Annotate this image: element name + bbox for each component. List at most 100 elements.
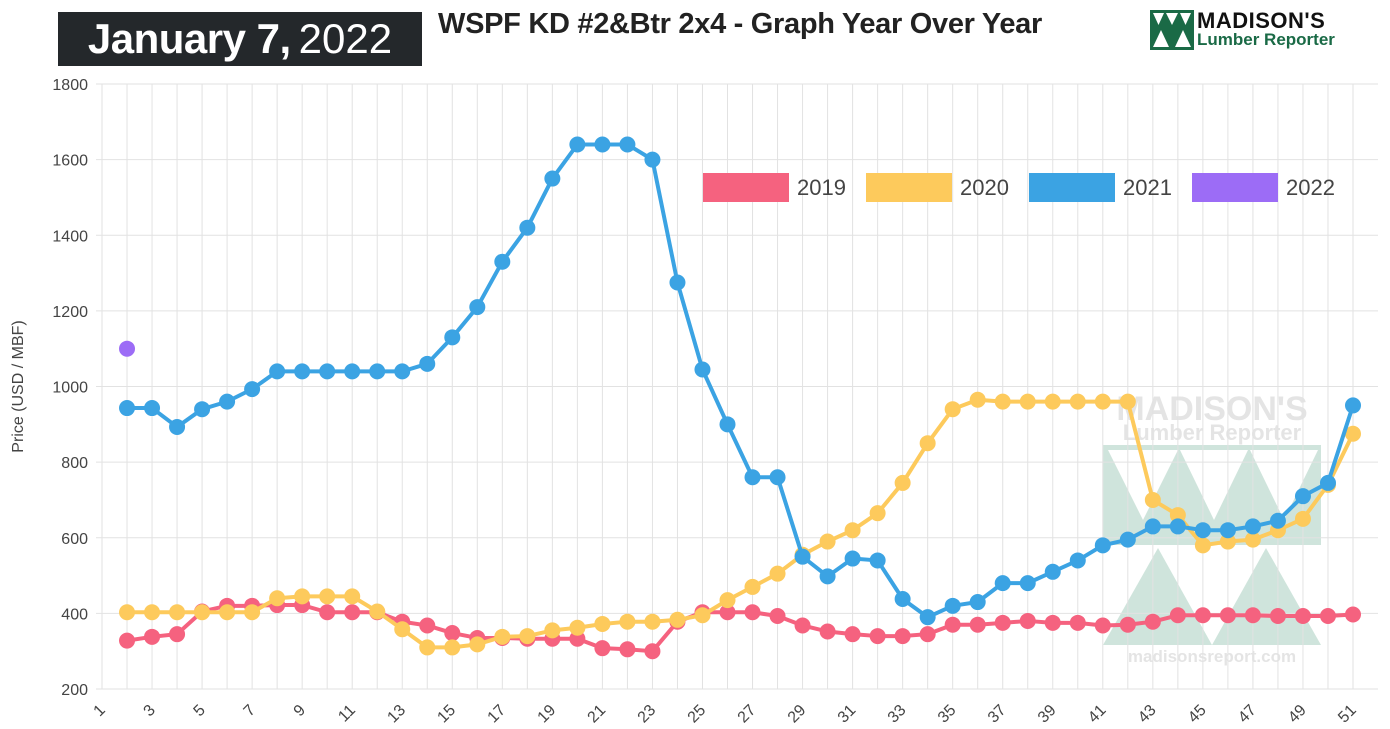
data-point-2020 [1094,393,1111,410]
data-point-2019 [1194,607,1211,624]
data-point-2021 [444,329,461,346]
data-point-2021 [644,151,661,168]
data-point-2020 [169,604,186,621]
data-point-2019 [619,641,636,658]
data-point-2019 [894,628,911,645]
data-point-2021 [219,393,236,410]
data-point-2021 [1169,518,1186,535]
data-point-2020 [1294,510,1311,527]
data-point-2021 [994,575,1011,592]
data-point-2019 [1269,608,1286,625]
data-point-2021 [294,363,311,380]
data-point-2020 [319,588,336,605]
data-point-2019 [919,626,936,643]
data-point-2021 [269,363,286,380]
data-point-2021 [1294,488,1311,505]
data-point-2020 [444,639,461,656]
data-point-2021 [819,568,836,585]
x-tick-label: 51 [1335,702,1360,727]
legend-swatch-2022 [1192,173,1278,202]
data-point-2019 [1094,617,1111,634]
data-point-2020 [519,628,536,645]
y-axis-title: Price (USD / MBF) [10,320,27,452]
data-point-2019 [1069,614,1086,631]
x-tick-label: 3 [141,702,159,720]
data-point-2020 [1144,491,1161,508]
data-point-2020 [819,533,836,550]
data-point-2020 [1019,393,1036,410]
data-point-2021 [1319,474,1336,491]
x-tick-label: 49 [1285,702,1310,727]
data-point-2020 [369,603,386,620]
x-tick-label: 35 [935,702,960,727]
data-point-2019 [1019,612,1036,629]
data-point-2019 [794,617,811,634]
legend-swatch-2020 [866,173,952,202]
x-tick-label: 25 [685,702,710,727]
data-point-2021 [894,591,911,608]
date-year: 2022 [298,15,393,62]
data-point-2019 [994,614,1011,631]
data-point-2020 [894,474,911,491]
data-point-2019 [844,626,861,643]
data-point-2020 [1219,533,1236,550]
y-tick-label: 1200 [52,304,88,321]
watermark-url: madisonsreport.com [1128,647,1296,666]
data-point-2021 [1269,512,1286,529]
legend-swatch-2021 [1029,173,1115,202]
data-point-2020 [1194,537,1211,554]
watermark-name: MADISON'S [1116,390,1307,428]
data-point-2021 [1244,518,1261,535]
legend-label-2021: 2021 [1123,175,1172,200]
logo-subtitle: Lumber Reporter [1197,30,1335,49]
data-point-2021 [694,361,711,378]
data-point-2021 [769,469,786,486]
data-point-2020 [1169,507,1186,524]
data-point-2019 [444,625,461,642]
data-point-2019 [644,643,661,660]
data-point-2019 [569,630,586,647]
data-point-2021 [1219,522,1236,539]
data-point-2020 [869,505,886,522]
data-point-2021 [619,136,636,153]
data-point-2021 [469,299,486,316]
data-point-2019 [119,632,136,649]
chart-title: WSPF KD #2&Btr 2x4 - Graph Year Over Yea… [438,8,1042,40]
data-point-2019 [1219,607,1236,624]
data-point-2021 [794,548,811,565]
data-point-2021 [1119,531,1136,548]
data-point-2019 [969,616,986,633]
data-point-2020 [119,604,136,621]
data-point-2020 [919,435,936,452]
x-tick-label: 39 [1035,702,1060,727]
y-tick-label: 600 [61,531,88,548]
series-line-2021 [127,142,1355,620]
data-point-2020 [269,590,286,607]
data-point-2020 [594,615,611,632]
data-point-2020 [569,619,586,636]
x-tick-label: 21 [585,702,610,727]
data-point-2020 [1345,425,1361,442]
date-month-day: January 7, [87,15,291,62]
data-point-2020 [1069,393,1086,410]
data-point-2020 [744,578,761,595]
watermark-subtitle: Lumber Reporter [1123,420,1302,445]
data-point-2021 [594,136,611,153]
data-point-2021 [544,170,561,187]
data-point-2021 [519,219,536,236]
data-point-2019 [819,623,836,640]
data-point-2020 [144,604,161,621]
data-point-2019 [744,604,761,621]
data-point-2019 [319,604,336,621]
y-tick-label: 1000 [52,380,88,397]
data-point-2021 [1345,397,1361,414]
x-tick-label: 31 [835,702,860,727]
data-point-2021 [344,363,361,380]
data-point-2019 [1345,606,1361,623]
data-point-2019 [769,608,786,625]
data-point-2021 [419,355,436,372]
data-point-2021 [1044,563,1061,580]
data-point-2020 [644,613,661,630]
data-point-2019 [1119,616,1136,633]
x-tick-label: 37 [985,702,1010,727]
